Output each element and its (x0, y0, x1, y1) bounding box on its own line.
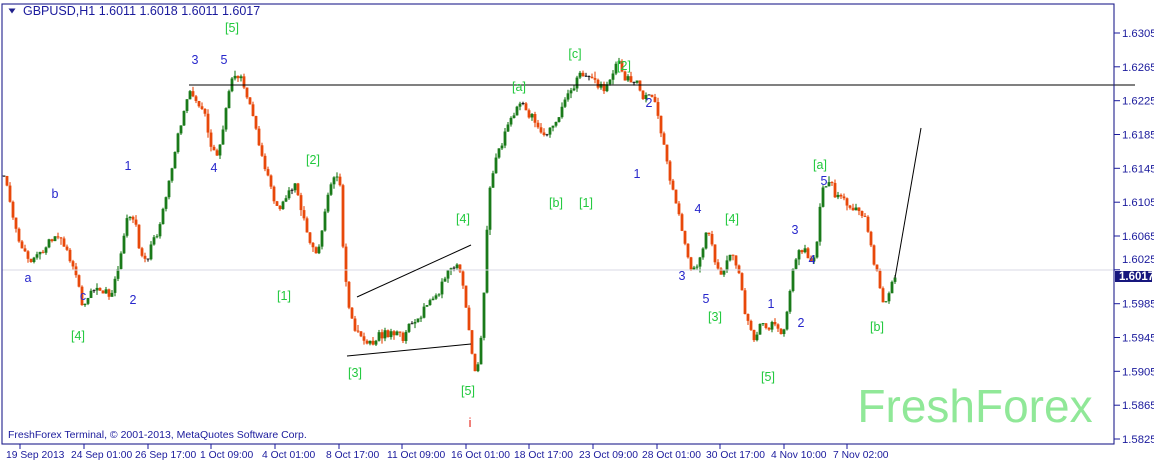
svg-text:i: i (469, 416, 472, 430)
svg-text:1.5945: 1.5945 (1122, 333, 1154, 345)
svg-text:GBPUSD,H1 1.6011 1.6018 1.60: GBPUSD,H1 1.6011 1.6018 1.6011 1.6017 (23, 4, 260, 18)
svg-text:4: 4 (695, 202, 702, 216)
svg-text:c: c (80, 289, 86, 303)
svg-text:[a]: [a] (512, 80, 526, 94)
svg-text:[5]: [5] (761, 370, 775, 384)
svg-text:1.6065: 1.6065 (1122, 231, 1154, 243)
svg-text:1.5865: 1.5865 (1122, 400, 1154, 412)
svg-text:19 Sep 2013: 19 Sep 2013 (6, 450, 65, 461)
svg-text:4: 4 (809, 253, 816, 267)
svg-text:1: 1 (125, 159, 132, 173)
svg-text:1.5825: 1.5825 (1122, 434, 1154, 446)
svg-text:FreshForex Terminal, © 2001-20: FreshForex Terminal, © 2001-2013, MetaQu… (8, 429, 307, 441)
svg-text:[2]: [2] (306, 153, 320, 167)
svg-text:5: 5 (703, 292, 710, 306)
svg-text:3: 3 (679, 269, 686, 283)
svg-text:[1]: [1] (277, 289, 291, 303)
svg-text:16 Oct 01:00: 16 Oct 01:00 (451, 450, 510, 461)
svg-text:a: a (25, 271, 32, 285)
svg-text:[4]: [4] (71, 329, 85, 343)
svg-text:[3]: [3] (348, 366, 362, 380)
svg-text:1.6265: 1.6265 (1122, 62, 1154, 74)
svg-text:11 Oct 09:00: 11 Oct 09:00 (387, 450, 445, 461)
svg-text:[c]: [c] (568, 47, 581, 61)
svg-text:b: b (52, 187, 59, 201)
svg-text:1.6305: 1.6305 (1122, 28, 1154, 40)
svg-text:23 Oct 09:00: 23 Oct 09:00 (579, 450, 638, 461)
svg-text:[a]: [a] (813, 158, 827, 172)
svg-text:24 Sep 01:00: 24 Sep 01:00 (71, 450, 133, 461)
svg-text:1 Oct 09:00: 1 Oct 09:00 (200, 450, 254, 461)
svg-text:[4]: [4] (456, 212, 470, 226)
svg-text:[b]: [b] (549, 196, 563, 210)
svg-text:1.5905: 1.5905 (1122, 366, 1154, 378)
svg-text:1.6225: 1.6225 (1122, 96, 1154, 108)
svg-text:1.6017: 1.6017 (1119, 271, 1154, 283)
svg-text:30 Oct 17:00: 30 Oct 17:00 (706, 450, 765, 461)
svg-text:[1]: [1] (579, 196, 593, 210)
svg-text:26 Sep 17:00: 26 Sep 17:00 (135, 450, 197, 461)
svg-text:7 Nov 02:00: 7 Nov 02:00 (833, 450, 889, 461)
svg-text:5: 5 (821, 174, 828, 188)
svg-text:[3]: [3] (708, 310, 722, 324)
svg-text:2: 2 (646, 96, 653, 110)
svg-text:1.6145: 1.6145 (1122, 163, 1154, 175)
svg-text:1.5985: 1.5985 (1122, 299, 1154, 311)
svg-text:4: 4 (211, 161, 218, 175)
svg-text:5: 5 (221, 53, 228, 67)
svg-text:1.6105: 1.6105 (1122, 197, 1154, 209)
svg-text:1.6025: 1.6025 (1122, 254, 1154, 266)
svg-text:4 Nov 10:00: 4 Nov 10:00 (771, 450, 827, 461)
svg-text:1: 1 (768, 297, 775, 311)
svg-text:8 Oct 17:00: 8 Oct 17:00 (326, 450, 380, 461)
svg-text:4 Oct 01:00: 4 Oct 01:00 (262, 450, 316, 461)
svg-text:[b]: [b] (870, 320, 884, 334)
svg-text:28 Oct 01:00: 28 Oct 01:00 (642, 450, 701, 461)
svg-text:2: 2 (130, 293, 137, 307)
svg-text:FreshForex: FreshForex (857, 380, 1092, 432)
svg-text:[5]: [5] (461, 384, 475, 398)
svg-text:3: 3 (192, 53, 199, 67)
svg-text:1: 1 (634, 167, 641, 181)
svg-text:2: 2 (798, 316, 805, 330)
svg-text:18 Oct 17:00: 18 Oct 17:00 (514, 450, 573, 461)
svg-text:1.6185: 1.6185 (1122, 130, 1154, 142)
svg-text:[2]: [2] (617, 59, 631, 73)
svg-text:[5]: [5] (225, 21, 239, 35)
svg-text:3: 3 (792, 223, 799, 237)
svg-text:[4]: [4] (725, 212, 739, 226)
